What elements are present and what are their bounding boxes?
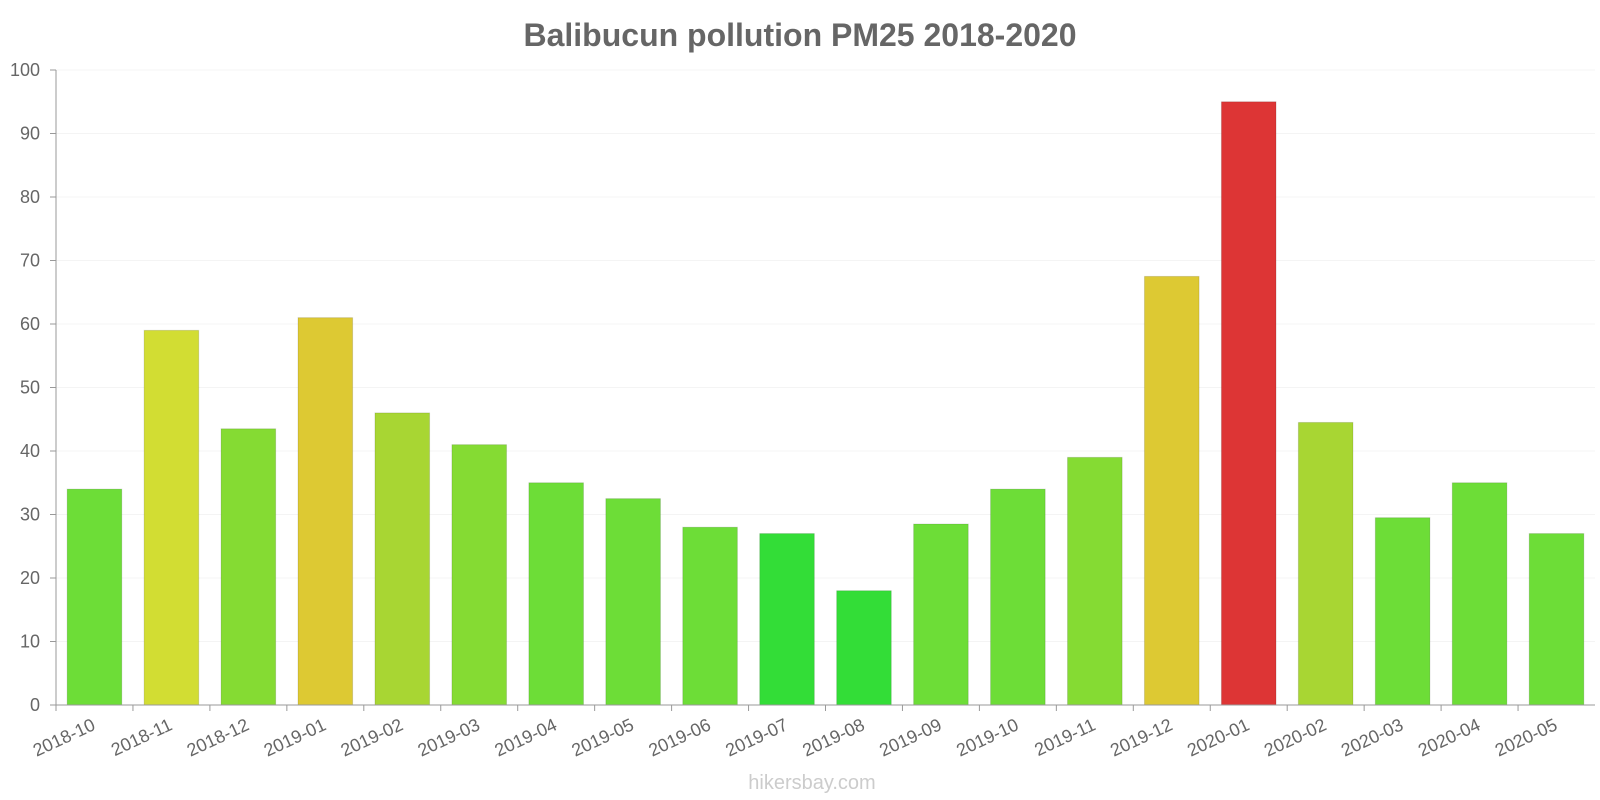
bar: [682, 526, 738, 706]
y-tick-label: 100: [10, 60, 40, 80]
y-tick-label: 60: [20, 314, 40, 334]
bar: [1143, 275, 1200, 706]
bar: [220, 428, 277, 706]
bar: [143, 329, 200, 706]
bar: [990, 488, 1046, 706]
x-tick-label: 2020-01: [1184, 714, 1252, 760]
bar: [1374, 517, 1431, 706]
bar: [1528, 533, 1585, 706]
y-tick-label: 30: [20, 505, 40, 525]
bar: [836, 590, 892, 706]
bar: [528, 482, 584, 706]
x-tick-label: 2019-02: [338, 714, 406, 760]
x-tick-label: 2018-12: [184, 714, 252, 760]
bar: [66, 488, 123, 706]
x-tick-label: 2018-10: [30, 714, 98, 760]
bar: [451, 444, 508, 706]
x-tick-label: 2019-10: [953, 714, 1021, 760]
x-tick-label: 2019-12: [1107, 714, 1175, 760]
y-tick-label: 0: [30, 695, 40, 715]
y-tick-label: 50: [20, 378, 40, 398]
y-tick-label: 70: [20, 251, 40, 271]
y-tick-label: 80: [20, 187, 40, 207]
bar: [374, 412, 431, 706]
x-tick-label: 2020-05: [1492, 714, 1560, 760]
bar: [605, 498, 661, 706]
x-tick-label: 2019-08: [799, 714, 867, 760]
x-tick-label: 2019-01: [261, 714, 329, 760]
x-tick-label: 2020-04: [1415, 714, 1483, 760]
x-tick-label: 2019-05: [568, 714, 636, 760]
x-tick-label: 2020-03: [1338, 714, 1406, 760]
bar: [1220, 101, 1277, 706]
bar: [1067, 456, 1123, 706]
x-tick-label: 2019-07: [722, 714, 790, 760]
bars: [66, 101, 1585, 706]
y-tick-label: 90: [20, 124, 40, 144]
chart-title: Balibucun pollution PM25 2018-2020: [523, 17, 1076, 53]
bar: [1451, 482, 1508, 706]
bar: [297, 317, 354, 706]
y-tick-label: 10: [20, 632, 40, 652]
x-tick-label: 2020-02: [1261, 714, 1329, 760]
y-tick-label: 20: [20, 568, 40, 588]
bar: [1297, 421, 1354, 706]
y-axis: 0 10 20 30 40 50 60 70 80 90 100: [10, 60, 57, 715]
x-tick-label: 2019-11: [1031, 714, 1098, 759]
bar: [759, 533, 815, 706]
x-tick-label: 2019-06: [645, 714, 713, 760]
x-tick-label: 2018-11: [108, 714, 175, 759]
bar: [913, 523, 969, 706]
y-tick-label: 40: [20, 441, 40, 461]
grid-lines: [56, 69, 1595, 642]
x-tick-label: 2019-03: [415, 714, 483, 760]
watermark: hikersbay.com: [748, 772, 875, 794]
x-axis: 2018-10 2018-11 2018-12 2019-01 2019-02 2019-…: [30, 704, 1595, 761]
x-tick-label: 2019-04: [492, 714, 560, 760]
x-tick-label: 2019-09: [876, 714, 944, 760]
